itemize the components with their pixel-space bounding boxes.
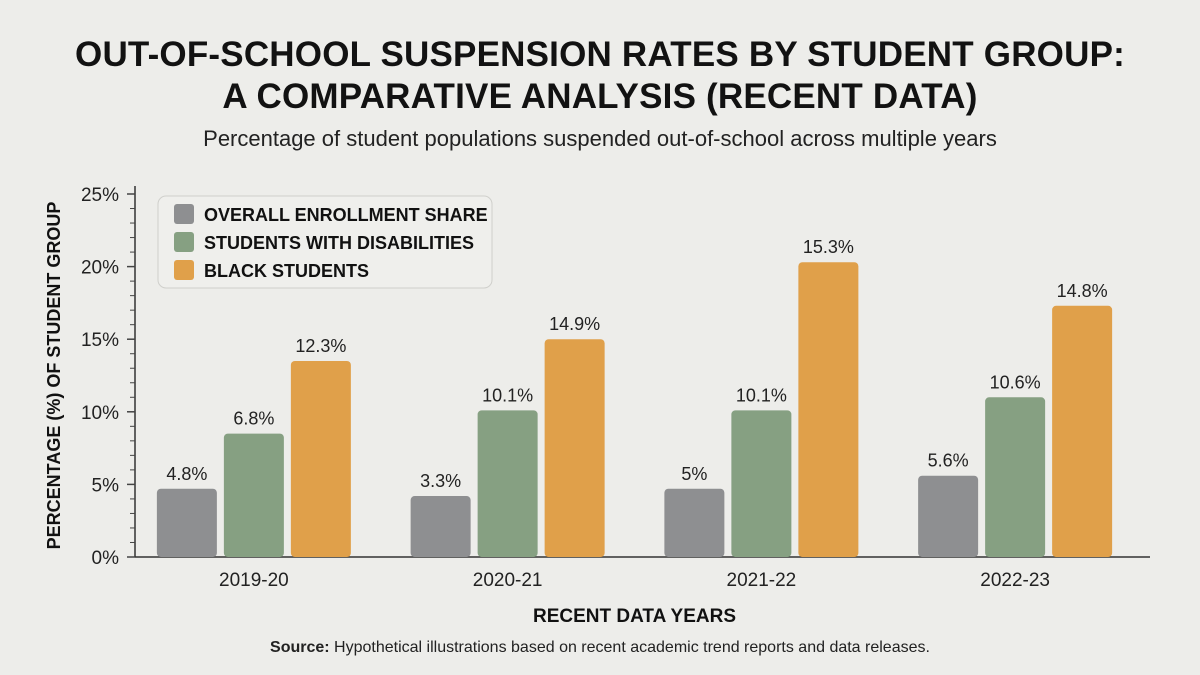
y-tick-label: 20% <box>81 258 119 279</box>
bar-2020-21-overall-enrollment-share <box>410 496 471 557</box>
chart-title: OUT-OF-SCHOOL SUSPENSION RATES BY STUDEN… <box>0 34 1200 118</box>
legend-swatch <box>174 232 194 252</box>
legend-swatch <box>174 260 194 280</box>
bar-2019-20-black-students <box>290 360 351 557</box>
bar-2021-22-black-students <box>798 262 859 557</box>
legend-label: STUDENTS WITH DISABILITIES <box>204 233 474 253</box>
bar-2019-20-students-with-disabilities <box>223 433 284 557</box>
legend-swatch <box>174 204 194 224</box>
bar-2019-20-overall-enrollment-share <box>156 488 217 557</box>
bar-value-label: 12.3% <box>295 336 346 356</box>
x-tick-label: 2019-20 <box>219 570 289 591</box>
y-tick-label: 25% <box>81 185 119 206</box>
bar-value-label: 14.9% <box>549 314 600 334</box>
bar-value-label: 15.3% <box>803 237 854 257</box>
bar-value-label: 5.6% <box>928 451 969 471</box>
y-tick-label: 5% <box>92 475 120 496</box>
x-tick-label: 2022-23 <box>980 570 1050 591</box>
bar-2022-23-students-with-disabilities <box>985 397 1046 557</box>
source-text: Hypothetical illustrations based on rece… <box>329 639 930 656</box>
y-tick-label: 10% <box>81 403 119 424</box>
bar-value-label: 4.8% <box>166 464 207 484</box>
bar-2022-23-black-students <box>1052 305 1113 557</box>
bar-value-label: 5% <box>681 464 707 484</box>
y-tick-label: 15% <box>81 330 119 351</box>
bar-value-label: 10.1% <box>482 385 533 405</box>
legend-label: OVERALL ENROLLMENT SHARE <box>204 205 488 225</box>
source-label: Source: <box>270 639 330 656</box>
bar-value-label: 14.8% <box>1057 281 1108 301</box>
bar-2022-23-overall-enrollment-share <box>918 475 979 557</box>
x-axis-title: RECENT DATA YEARS <box>533 606 736 627</box>
bar-value-label: 10.6% <box>990 372 1041 392</box>
bar-2020-21-students-with-disabilities <box>477 410 538 557</box>
chart-title-line-2: A COMPARATIVE ANALYSIS (RECENT DATA) <box>222 77 978 116</box>
chart-title-line-1: OUT-OF-SCHOOL SUSPENSION RATES BY STUDEN… <box>75 35 1125 74</box>
y-tick-label: 0% <box>92 548 120 569</box>
bar-2020-21-black-students <box>544 339 605 557</box>
bar-value-label: 10.1% <box>736 385 787 405</box>
bar-value-label: 6.8% <box>233 409 274 429</box>
bar-2021-22-overall-enrollment-share <box>664 488 725 557</box>
bar-2021-22-students-with-disabilities <box>731 410 792 557</box>
legend-label: BLACK STUDENTS <box>204 261 369 281</box>
x-tick-label: 2020-21 <box>473 570 543 591</box>
chart-subtitle: Percentage of student populations suspen… <box>203 126 997 151</box>
source-note: Source: Hypothetical illustrations based… <box>0 639 1200 657</box>
bar-value-label: 3.3% <box>420 471 461 491</box>
y-axis-title: PERCENTAGE (%) OF STUDENT GROUP <box>44 202 64 550</box>
legend-box <box>157 195 493 289</box>
x-tick-label: 2021-22 <box>727 570 797 591</box>
